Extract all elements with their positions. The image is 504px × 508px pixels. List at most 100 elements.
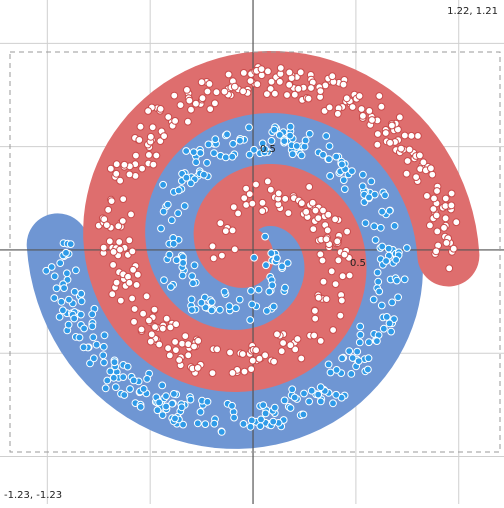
data-bounds-box [9, 51, 501, 453]
red-data-point [218, 251, 226, 260]
blue-data-point [204, 140, 213, 149]
blue-data-point [348, 167, 356, 176]
blue-data-point [239, 420, 248, 428]
red-data-point [297, 199, 306, 208]
blue-data-point [70, 314, 79, 323]
red-data-point [242, 201, 251, 209]
blue-data-point [170, 390, 178, 398]
red-data-point [128, 294, 137, 303]
blue-data-point [162, 392, 170, 401]
blue-data-point [257, 415, 265, 424]
blue-data-point [136, 403, 145, 411]
blue-data-point [371, 236, 380, 244]
red-data-point [419, 158, 428, 167]
blue-data-point [180, 202, 189, 210]
blue-data-point [382, 313, 391, 321]
blue-data-point [79, 343, 88, 352]
blue-data-point [355, 338, 364, 347]
red-data-point [132, 281, 141, 289]
red-data-point [229, 203, 238, 212]
blue-data-point [247, 287, 255, 295]
red-data-point [324, 210, 333, 219]
red-data-point [414, 132, 422, 140]
red-data-point [144, 107, 153, 115]
blue-data-point [356, 322, 365, 331]
blue-data-point [373, 268, 382, 277]
blue-data-point [196, 149, 205, 157]
red-data-point [447, 189, 456, 198]
red-data-point [308, 198, 317, 207]
blue-data-point [59, 306, 67, 315]
red-data-point [148, 123, 157, 132]
data-points [42, 63, 461, 436]
red-data-point [109, 248, 118, 256]
blue-data-point [374, 277, 383, 286]
blue-data-point [261, 409, 270, 418]
red-data-point [116, 245, 124, 254]
blue-data-point [158, 411, 167, 420]
red-data-point [337, 296, 346, 305]
blue-data-point [338, 354, 347, 363]
red-data-point [220, 87, 229, 96]
blue-data-point [267, 137, 276, 145]
red-data-point [263, 90, 271, 98]
red-data-point [405, 145, 414, 154]
blue-data-point [265, 287, 274, 296]
red-data-point [322, 235, 331, 244]
red-data-point [318, 256, 327, 265]
red-data-point [145, 316, 153, 325]
red-data-point [412, 173, 421, 182]
red-data-point [192, 99, 200, 108]
red-data-point [158, 324, 167, 333]
blue-data-point [280, 396, 289, 405]
red-data-point [156, 137, 165, 146]
red-data-point [151, 323, 159, 331]
blue-data-point [324, 360, 333, 369]
red-data-point [432, 211, 441, 220]
red-data-point [221, 227, 230, 236]
blue-data-point [174, 186, 183, 195]
blue-data-point [47, 263, 56, 271]
red-data-point [246, 77, 255, 85]
red-data-point [279, 339, 288, 347]
red-data-point [285, 68, 294, 77]
blue-data-point [286, 122, 295, 131]
blue-data-point [292, 142, 301, 150]
red-data-point [276, 64, 285, 72]
red-data-point [433, 227, 442, 236]
blue-data-point [100, 331, 109, 340]
blue-data-point [347, 370, 356, 378]
red-data-point [440, 223, 448, 232]
red-data-point [230, 245, 239, 254]
red-data-point [355, 92, 364, 100]
red-data-point [164, 113, 173, 121]
blue-data-point [354, 357, 363, 366]
blue-data-point [216, 305, 224, 314]
red-data-point [203, 87, 212, 96]
blue-data-point [300, 389, 308, 398]
red-data-point [125, 236, 134, 245]
red-data-point [102, 221, 111, 230]
red-data-point [275, 77, 284, 86]
blue-data-point [375, 287, 384, 296]
blue-data-point [340, 185, 349, 194]
red-data-point [274, 189, 283, 198]
red-data-point [115, 238, 124, 246]
red-data-point [281, 194, 290, 203]
red-data-point [109, 261, 117, 269]
red-data-point [234, 209, 243, 218]
red-data-point [193, 364, 202, 372]
red-data-point [224, 70, 233, 79]
blue-data-point [207, 306, 216, 315]
blue-data-point [172, 256, 181, 265]
red-data-point [270, 357, 278, 366]
red-data-point [307, 84, 315, 92]
blue-data-point [159, 207, 168, 216]
red-data-point [149, 160, 158, 169]
red-data-point [104, 205, 113, 214]
blue-data-point [192, 158, 201, 167]
blue-data-point [384, 244, 393, 253]
blue-data-point [157, 224, 165, 233]
